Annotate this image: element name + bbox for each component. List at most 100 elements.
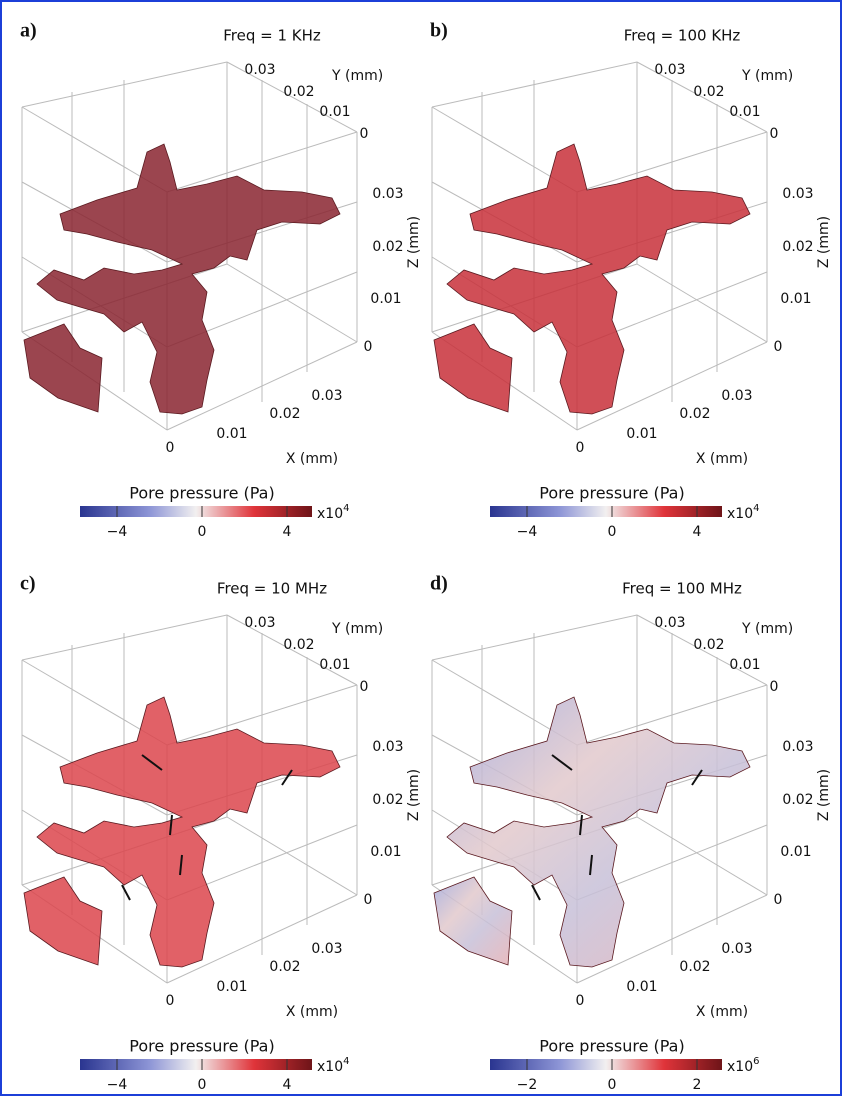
colorbar-tick-label: −4 <box>517 524 538 540</box>
x-tick-label: 0.01 <box>216 426 247 442</box>
x-axis-label: X (mm) <box>696 1004 748 1020</box>
multiplier-base: x10 <box>727 1059 753 1075</box>
x-tick-label: 0.03 <box>311 388 342 404</box>
z-tick-label: 0.03 <box>782 739 813 755</box>
x-tick-label: 0.03 <box>721 941 752 957</box>
multiplier-base: x10 <box>727 506 753 522</box>
colorbar-tick-label: −4 <box>107 524 128 540</box>
y-tick-label: 0 <box>360 679 369 695</box>
y-tick-label: 0.03 <box>244 615 275 631</box>
colorbar-tick-label: 4 <box>283 1077 292 1093</box>
x-tick-label: 0.03 <box>311 941 342 957</box>
panel: d) Freq = 100 MHz 0.03 0.02 0.01 0 Y (mm) 0.03 0… <box>430 573 832 1093</box>
y-axis-label: Y (mm) <box>331 68 383 84</box>
z-tick-label: 0.03 <box>372 739 403 755</box>
colorbar-multiplier: x106 <box>727 1056 759 1075</box>
y-tick-label: 0 <box>360 126 369 142</box>
pore-surface <box>433 876 513 966</box>
box-edge <box>636 263 768 343</box>
pore-surface <box>23 323 103 413</box>
panel: b) Freq = 100 KHz 0.03 0.02 0.01 0 Y (mm) 0.03 0… <box>430 20 832 540</box>
z-tick-label: 0 <box>364 339 373 355</box>
x-tick-label: 0 <box>166 440 175 456</box>
colorbar-tick-label: 0 <box>608 1077 617 1093</box>
y-axis-label: Y (mm) <box>741 68 793 84</box>
x-tick-label: 0.01 <box>626 426 657 442</box>
x-tick-label: 0.02 <box>269 959 300 975</box>
panel-label: d) <box>430 573 448 595</box>
x-tick-label: 0 <box>576 993 585 1009</box>
flow-arrow <box>281 769 293 786</box>
x-axis-label: X (mm) <box>286 451 338 467</box>
multiplier-base: x10 <box>317 1059 343 1075</box>
multiplier-exponent: 4 <box>343 503 349 514</box>
colorbar-tick-label: −2 <box>517 1077 538 1093</box>
colorbar-tick-label: 4 <box>693 524 702 540</box>
panel: a) Freq = 1 KHz 0.03 0.02 0.01 0 Y (mm) 0.03 0.0… <box>20 20 422 540</box>
x-tick-label: 0.02 <box>679 959 710 975</box>
colorbar-tick-label: 0 <box>198 1077 207 1093</box>
flow-arrow <box>551 754 573 771</box>
z-tick-label: 0.02 <box>782 792 813 808</box>
pore-surface <box>446 143 751 415</box>
panel-title: Freq = 100 MHz <box>622 580 742 598</box>
z-tick-label: 0.02 <box>782 239 813 255</box>
y-tick-label: 0.03 <box>244 62 275 78</box>
colorbar-tick-label: 0 <box>198 524 207 540</box>
y-tick-label: 0.01 <box>729 657 760 673</box>
z-tick-label: 0.01 <box>370 291 401 307</box>
colorbar-title: Pore pressure (Pa) <box>129 484 274 503</box>
box-edge <box>636 61 768 133</box>
colorbar <box>490 506 722 517</box>
panel-label: a) <box>20 20 37 42</box>
box-edge <box>636 614 768 686</box>
multiplier-exponent: 4 <box>343 1056 349 1067</box>
colorbar-title: Pore pressure (Pa) <box>129 1037 274 1056</box>
z-tick-label: 0.03 <box>782 186 813 202</box>
y-tick-label: 0.03 <box>654 62 685 78</box>
y-axis-label: Y (mm) <box>741 621 793 637</box>
x-tick-label: 0.02 <box>679 406 710 422</box>
box-edge <box>636 816 768 896</box>
colorbar-tick-label: 0 <box>608 524 617 540</box>
pore-surface <box>23 876 103 966</box>
colorbar-tick-label: −4 <box>107 1077 128 1093</box>
z-axis-label: Z (mm) <box>406 216 422 268</box>
y-tick-label: 0.01 <box>319 657 350 673</box>
colorbar-multiplier: x104 <box>317 503 349 522</box>
flow-arrow <box>179 854 183 876</box>
box-edge <box>226 614 358 686</box>
colorbar-multiplier: x104 <box>317 1056 349 1075</box>
z-axis-label: Z (mm) <box>816 216 832 268</box>
colorbar-tick-label: 4 <box>283 524 292 540</box>
y-axis-label: Y (mm) <box>331 621 383 637</box>
z-tick-label: 0 <box>774 892 783 908</box>
panel: c) Freq = 10 MHz 0.03 0.02 0.01 0 Y (mm) 0.03 0.… <box>20 573 422 1093</box>
colorbar <box>80 1059 312 1070</box>
box-edge <box>226 61 358 133</box>
y-tick-label: 0.02 <box>693 84 724 100</box>
z-tick-label: 0.01 <box>780 291 811 307</box>
flow-arrow <box>141 754 163 771</box>
panel-label: c) <box>20 573 36 595</box>
x-tick-label: 0 <box>576 440 585 456</box>
flow-arrow <box>531 884 541 901</box>
flow-arrow <box>579 814 583 836</box>
colorbar <box>490 1059 722 1070</box>
z-tick-label: 0.02 <box>372 239 403 255</box>
z-tick-label: 0.01 <box>780 844 811 860</box>
colorbar-title: Pore pressure (Pa) <box>539 1037 684 1056</box>
x-tick-label: 0 <box>166 993 175 1009</box>
panel-title: Freq = 100 KHz <box>624 27 741 45</box>
panel-title: Freq = 1 KHz <box>223 27 321 45</box>
y-tick-label: 0.02 <box>283 84 314 100</box>
colorbar-multiplier: x104 <box>727 503 759 522</box>
y-tick-label: 0.01 <box>319 104 350 120</box>
flow-arrow <box>691 769 703 786</box>
box-edge <box>226 263 358 343</box>
z-tick-label: 0.02 <box>372 792 403 808</box>
multiplier-exponent: 6 <box>753 1056 759 1067</box>
flow-arrow <box>121 884 131 901</box>
multiplier-base: x10 <box>317 506 343 522</box>
